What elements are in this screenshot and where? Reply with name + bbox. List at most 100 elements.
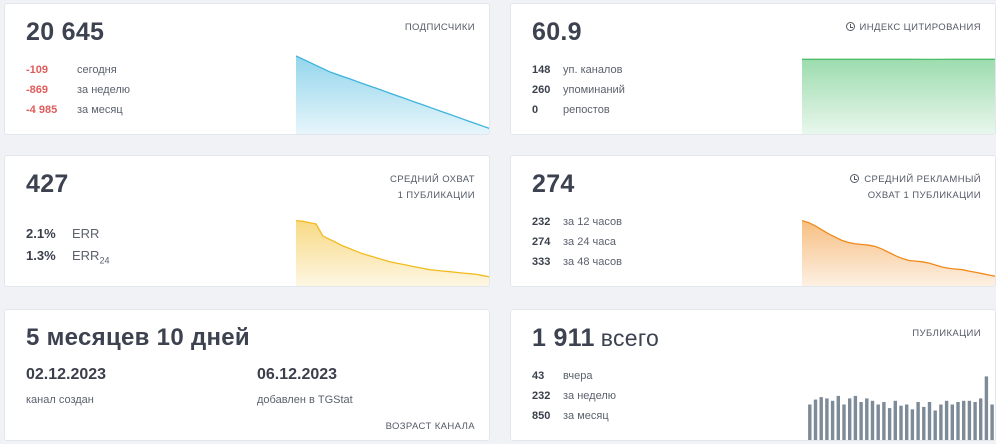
age-label: ВОЗРАСТ КАНАЛА — [385, 421, 475, 432]
chart-bar — [979, 398, 983, 440]
added-col: 06.12.2023 добавлен в TGStat — [257, 366, 353, 406]
err24-label: ERR — [72, 248, 100, 263]
stat-label: за 24 часа — [563, 236, 616, 248]
stat-label: упоминаний — [563, 84, 625, 96]
err-value: 2.1% — [26, 226, 56, 241]
chart-bar — [848, 398, 852, 440]
chart-bar — [887, 408, 892, 440]
created-date: 02.12.2023 — [26, 366, 107, 383]
chart-bar — [825, 398, 829, 440]
chart-bar — [939, 404, 943, 440]
stat-row: 43 вчера — [532, 366, 616, 386]
citation-label: ИНДЕКС ЦИТИРОВАНИЯ — [859, 22, 981, 33]
stat-label: вчера — [563, 370, 593, 382]
chart-bar — [990, 404, 994, 440]
reach-total: 427 — [26, 170, 69, 198]
reach-card[interactable]: 427 СРЕДНИЙ ОХВАТ 1 ПУБЛИКАЦИИ 2.1% ERR 1.… — [4, 155, 490, 287]
publications-unit: всего — [600, 325, 660, 351]
chart-line — [296, 219, 489, 278]
stat-row: -869 за неделю — [26, 80, 130, 100]
stat-row: 274 за 24 часа — [532, 232, 622, 252]
chart-area — [296, 220, 489, 286]
stat-row: 232 за неделю — [532, 386, 616, 406]
chart-bar — [813, 399, 818, 440]
chart-bar — [962, 400, 966, 440]
subscribers-label: ПОДПИСЧИКИ — [404, 22, 475, 33]
chart-bar — [956, 402, 960, 440]
chart-bar — [893, 400, 897, 440]
ad-reach-label-line2: ОХВАТ 1 ПУБЛИКАЦИИ — [867, 190, 981, 201]
stat-value: 43 — [532, 370, 545, 382]
citation-stats: 148 уп. каналов 260 упоминаний 0 репостов — [532, 60, 625, 120]
err24-value: 1.3% — [26, 248, 56, 263]
chart-bar — [870, 400, 875, 440]
ad-reach-total: 274 — [532, 170, 575, 198]
citation-chart — [802, 58, 995, 134]
chart-bar — [808, 404, 812, 440]
stat-label: за месяц — [77, 104, 123, 116]
chart-bar — [910, 409, 915, 440]
citation-label-wrap: ИНДЕКС ЦИТИРОВАНИЯ — [845, 20, 982, 36]
ad-reach-chart — [802, 219, 995, 286]
chart-bar — [973, 402, 977, 440]
err-stats: 2.1% ERR 1.3% ERR24 — [26, 223, 109, 267]
chart-bar — [933, 410, 937, 440]
ad-reach-label-line1: СРЕДНИЙ РЕКЛАМНЫЙ — [864, 174, 981, 185]
subscribers-stats: -109 сегодня -869 за неделю -4 985 за месяц — [26, 60, 130, 120]
chart-bar — [984, 376, 989, 440]
added-date: 06.12.2023 — [257, 366, 338, 383]
chart-bar — [836, 395, 840, 440]
publications-label: ПУБЛИКАЦИИ — [912, 328, 981, 339]
stat-value: 274 — [532, 236, 551, 248]
ad-reach-card[interactable]: 274 СРЕДНИЙ РЕКЛАМНЫЙ ОХВАТ 1 ПУБЛИКАЦИИ … — [510, 155, 996, 287]
ad-reach-stats: 232 за 12 часов 274 за 24 часа 333 за 48 ча… — [532, 212, 622, 272]
added-label: добавлен в TGStat — [257, 394, 353, 406]
chart-bar — [882, 402, 886, 440]
publications-chart — [808, 376, 994, 440]
chart-bar — [950, 404, 954, 440]
citation-card[interactable]: 60.9 ИНДЕКС ЦИТИРОВАНИЯ 148 уп. каналов 2… — [510, 3, 996, 135]
chart-bar — [876, 404, 880, 440]
publications-card[interactable]: 1 911 всего ПУБЛИКАЦИИ 43 вчера 232 за неде… — [510, 309, 996, 441]
chart-area — [296, 55, 489, 134]
subscribers-total: 20 645 — [26, 18, 105, 46]
stat-row: -109 сегодня — [26, 60, 130, 80]
stat-value: 232 — [532, 390, 551, 402]
reach-label-line1: СРЕДНИЙ ОХВАТ — [389, 174, 475, 185]
chart-bar — [927, 402, 932, 440]
created-col: 02.12.2023 канал создан — [26, 366, 106, 406]
citation-total: 60.9 — [532, 18, 582, 46]
stat-row: 850 за месяц — [532, 406, 616, 426]
stat-label: уп. каналов — [563, 64, 623, 76]
chart-line — [296, 55, 489, 130]
err-row: 2.1% ERR — [26, 223, 109, 245]
publications-stats: 43 вчера 232 за неделю 850 за месяц — [532, 366, 616, 426]
stat-label: за 48 часов — [563, 256, 622, 268]
stat-row: -4 985 за месяц — [26, 100, 130, 120]
err24-row: 1.3% ERR24 — [26, 245, 109, 267]
publications-count: 1 911 — [532, 324, 595, 352]
stat-label: за неделю — [77, 84, 131, 96]
clock-icon — [850, 174, 860, 183]
subscribers-card[interactable]: 20 645 ПОДПИСЧИКИ -109 сегодня -869 за нед… — [4, 3, 490, 135]
age-total: 5 месяцев 10 дней — [26, 324, 250, 351]
chart-bar — [865, 398, 869, 440]
stat-label: за месяц — [563, 410, 609, 422]
stat-value: -4 985 — [26, 104, 58, 116]
subscribers-chart — [296, 55, 489, 134]
err24-sub: 24 — [99, 255, 110, 266]
created-label: канал создан — [26, 394, 94, 406]
age-card[interactable]: 5 месяцев 10 дней 02.12.2023 канал созда… — [4, 309, 490, 441]
err-label: ERR — [72, 226, 100, 241]
stat-label: за неделю — [563, 390, 617, 402]
publications-total: 1 911 всего — [532, 324, 659, 353]
stat-value: 850 — [532, 410, 551, 422]
chart-area — [802, 220, 995, 286]
chart-area — [802, 59, 995, 134]
stat-value: -869 — [26, 84, 49, 96]
chart-bar — [944, 400, 949, 440]
stat-row: 260 упоминаний — [532, 80, 625, 100]
chart-bar — [916, 402, 920, 440]
stat-label: сегодня — [77, 64, 117, 76]
reach-label-line2: 1 ПУБЛИКАЦИИ — [397, 190, 475, 201]
